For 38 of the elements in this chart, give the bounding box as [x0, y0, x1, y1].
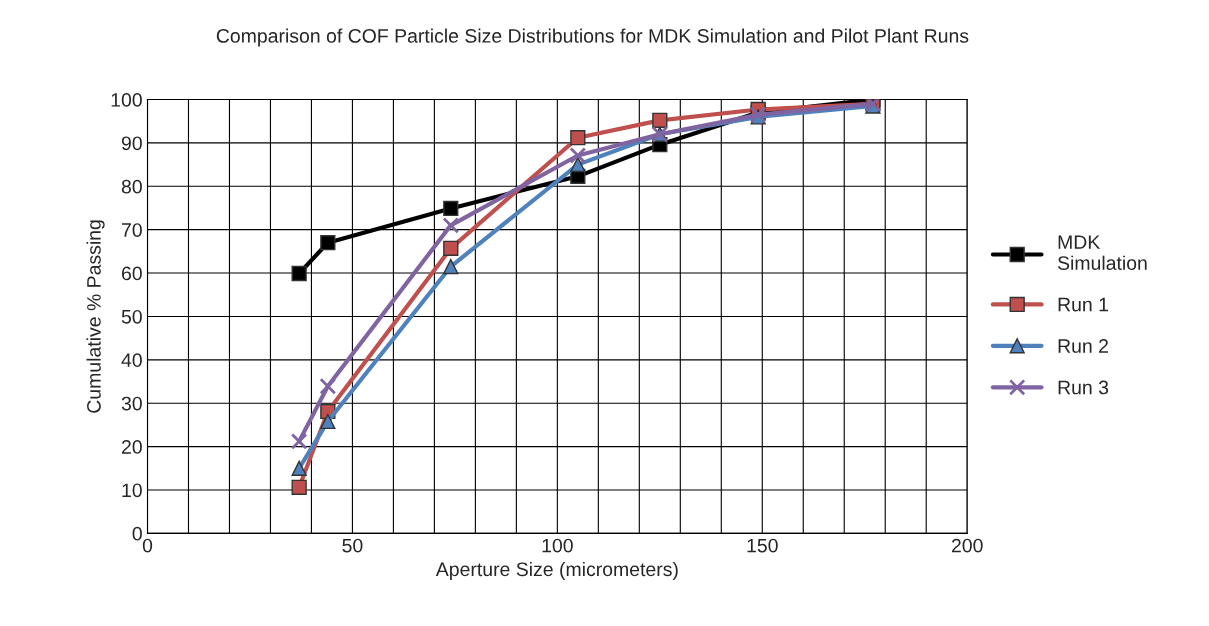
- point: [652, 112, 668, 128]
- y-tick-label: 30: [121, 396, 142, 411]
- y-tick-label: 40: [121, 353, 142, 368]
- point: [443, 240, 459, 256]
- chart-title: Comparison of COF Particle Size Distributions for MDK Simulation and Pilot Plant Runs: [216, 28, 969, 47]
- x-tick-label: 200: [951, 538, 983, 553]
- x-tick-label: 100: [542, 538, 573, 553]
- y-tick-label: 100: [111, 93, 142, 107]
- point: [319, 377, 337, 395]
- x-tick-label: 0: [142, 538, 153, 553]
- legend-label: Run 3: [1058, 380, 1109, 395]
- x-tick-label: 150: [747, 538, 778, 553]
- x-tick-label: 50: [342, 538, 363, 553]
- y-tick-label: 80: [121, 179, 142, 194]
- y-tick-label: 10: [122, 483, 142, 498]
- point: [569, 147, 587, 164]
- y-axis-title: Cumulative % Passing: [86, 220, 105, 413]
- point: [320, 413, 336, 430]
- y-tick-label: 50: [121, 309, 142, 324]
- point: [320, 235, 336, 251]
- legend-label: Run 2: [1058, 339, 1108, 353]
- point: [291, 460, 307, 476]
- point: [570, 130, 586, 146]
- point: [570, 156, 586, 173]
- legend-label: MDK Simulation: [1057, 235, 1147, 270]
- point: [442, 217, 460, 234]
- point: [291, 479, 307, 496]
- y-tick-label: 20: [121, 440, 142, 454]
- y-tick-label: 70: [122, 223, 142, 237]
- y-tick-label: 60: [122, 266, 142, 281]
- point: [443, 258, 459, 275]
- point: [443, 200, 459, 217]
- point: [291, 265, 307, 282]
- x-axis-title: Aperture Size (micrometers): [435, 561, 678, 581]
- point: [290, 433, 308, 450]
- legend-label: Run 1: [1058, 297, 1108, 312]
- y-tick-label: 90: [121, 136, 142, 151]
- y-tick-label: 0: [132, 526, 142, 541]
